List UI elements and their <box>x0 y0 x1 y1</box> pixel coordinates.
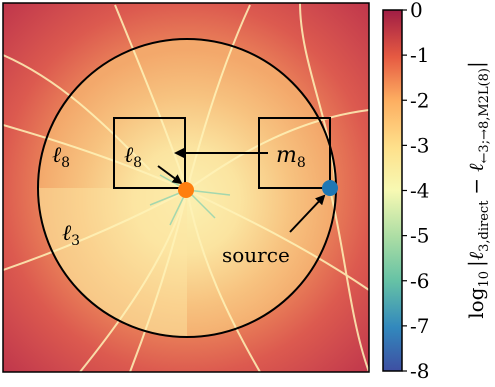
colorbar: 0 -1 -2 -3 -4 -5 -6 -7 -8 log10|ℓ3,direct−ℓ←3;→8… <box>382 0 492 383</box>
colorbar-tick-label: -3 <box>410 133 429 157</box>
l8-to-target-arrow <box>157 165 183 185</box>
error-ridges <box>3 3 369 372</box>
colorbar-ticks: 0 -1 -2 -3 -4 -5 -6 -7 -8 <box>402 0 429 383</box>
region-label-l8-outer: ℓ8 <box>52 143 70 171</box>
colorbar-tick-label: -2 <box>410 88 429 112</box>
colorbar-gradient <box>382 9 403 372</box>
colorbar-tick-label: -6 <box>410 269 429 293</box>
colorbar-tick-label: -5 <box>410 224 429 248</box>
region-label-l3: ℓ3 <box>62 221 80 249</box>
colorbar-tick-label: -7 <box>410 314 429 338</box>
plot-frame <box>2 2 370 373</box>
source-arrow <box>289 194 326 233</box>
colorbar-label: log10|ℓ3,direct−ℓ←3;→8,M2L(8)| <box>464 61 492 319</box>
source-marker <box>322 180 338 196</box>
region-label-m8: m8 <box>276 143 306 171</box>
colorbar-tick-label: -4 <box>410 179 429 203</box>
colorbar-tick-label: 0 <box>410 0 423 22</box>
field-plot: ℓ8 ℓ8 m8 ℓ3 source <box>3 3 369 372</box>
region-label-l8-box: ℓ8 <box>124 143 142 171</box>
source-label: source <box>222 243 290 267</box>
target-marker <box>178 182 194 198</box>
colorbar-tick-label: -8 <box>410 359 429 382</box>
colorbar-tick-label: -1 <box>410 43 429 67</box>
